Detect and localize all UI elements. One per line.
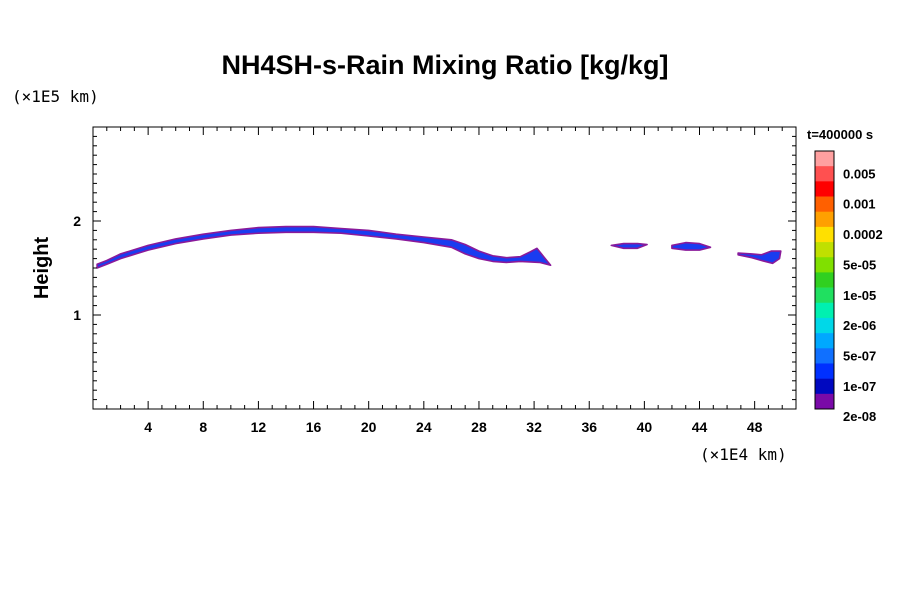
colorbar: 0.005 0.001 0.0002 5e-05 1e-05 2e-06 5e-07 1e-0… (814, 150, 883, 424)
colorbar-swatch (815, 317, 834, 334)
y-tick-label: 2 (73, 213, 81, 229)
colorbar-swatch (815, 242, 834, 258)
x-tick-label: 8 (199, 419, 207, 435)
colorbar-label: 1e-07 (843, 379, 876, 394)
x-tick-label: 44 (692, 419, 708, 435)
x-tick-label: 36 (581, 419, 597, 435)
colorbar-swatch (815, 378, 834, 395)
contour-region (96, 225, 782, 269)
colorbar-label: 0.005 (843, 166, 876, 181)
chart-title: NH4SH-s-Rain Mixing Ratio [kg/kg] (221, 50, 668, 80)
x-tick-label: 12 (251, 419, 267, 435)
colorbar-swatch (815, 363, 834, 379)
x-tick-label: 48 (747, 419, 763, 435)
x-tick-label: 40 (637, 419, 653, 435)
y-tick-label: 1 (73, 307, 81, 323)
x-tick-label: 32 (526, 419, 542, 435)
colorbar-swatch (815, 272, 834, 288)
colorbar-swatch (815, 302, 834, 319)
colorbar-swatch (815, 181, 834, 197)
x-tick-label: 16 (306, 419, 322, 435)
colorbar-swatch (815, 151, 834, 167)
colorbar-swatch (815, 211, 834, 228)
plot-frame (92, 126, 797, 410)
contour-blob-4 (737, 250, 782, 265)
time-label: t=400000 s (807, 127, 873, 142)
contour-blob-3 (671, 241, 712, 251)
colorbar-label: 0.0002 (843, 227, 883, 242)
colorbar-label: 0.001 (843, 197, 876, 212)
colorbar-label: 5e-07 (843, 348, 876, 363)
x-tick-label: 28 (471, 419, 487, 435)
colorbar-label: 2e-08 (843, 409, 876, 424)
x-tick-label: 24 (416, 419, 432, 435)
x-tick-label: 20 (361, 419, 377, 435)
colorbar-swatch (815, 226, 834, 243)
colorbar-swatch (815, 348, 834, 364)
y-axis-label: Height (31, 237, 53, 300)
colorbar-swatch (815, 287, 834, 304)
colorbar-swatch (815, 393, 834, 410)
contour-blob-2 (610, 242, 648, 250)
x-tick-label: 4 (144, 419, 152, 435)
contour-blob-1 (96, 225, 552, 269)
colorbar-swatch (815, 333, 834, 349)
colorbar-swatch (815, 166, 834, 182)
y-axis-unit: (×1E5 km) (12, 87, 99, 106)
colorbar-swatch (815, 257, 834, 273)
colorbar-label: 5e-05 (843, 257, 876, 272)
colorbar-frame (814, 150, 835, 410)
colorbar-swatch (815, 196, 834, 213)
colorbar-label: 1e-05 (843, 288, 876, 303)
x-axis-unit: (×1E4 km) (700, 445, 787, 464)
colorbar-label: 2e-06 (843, 318, 876, 333)
